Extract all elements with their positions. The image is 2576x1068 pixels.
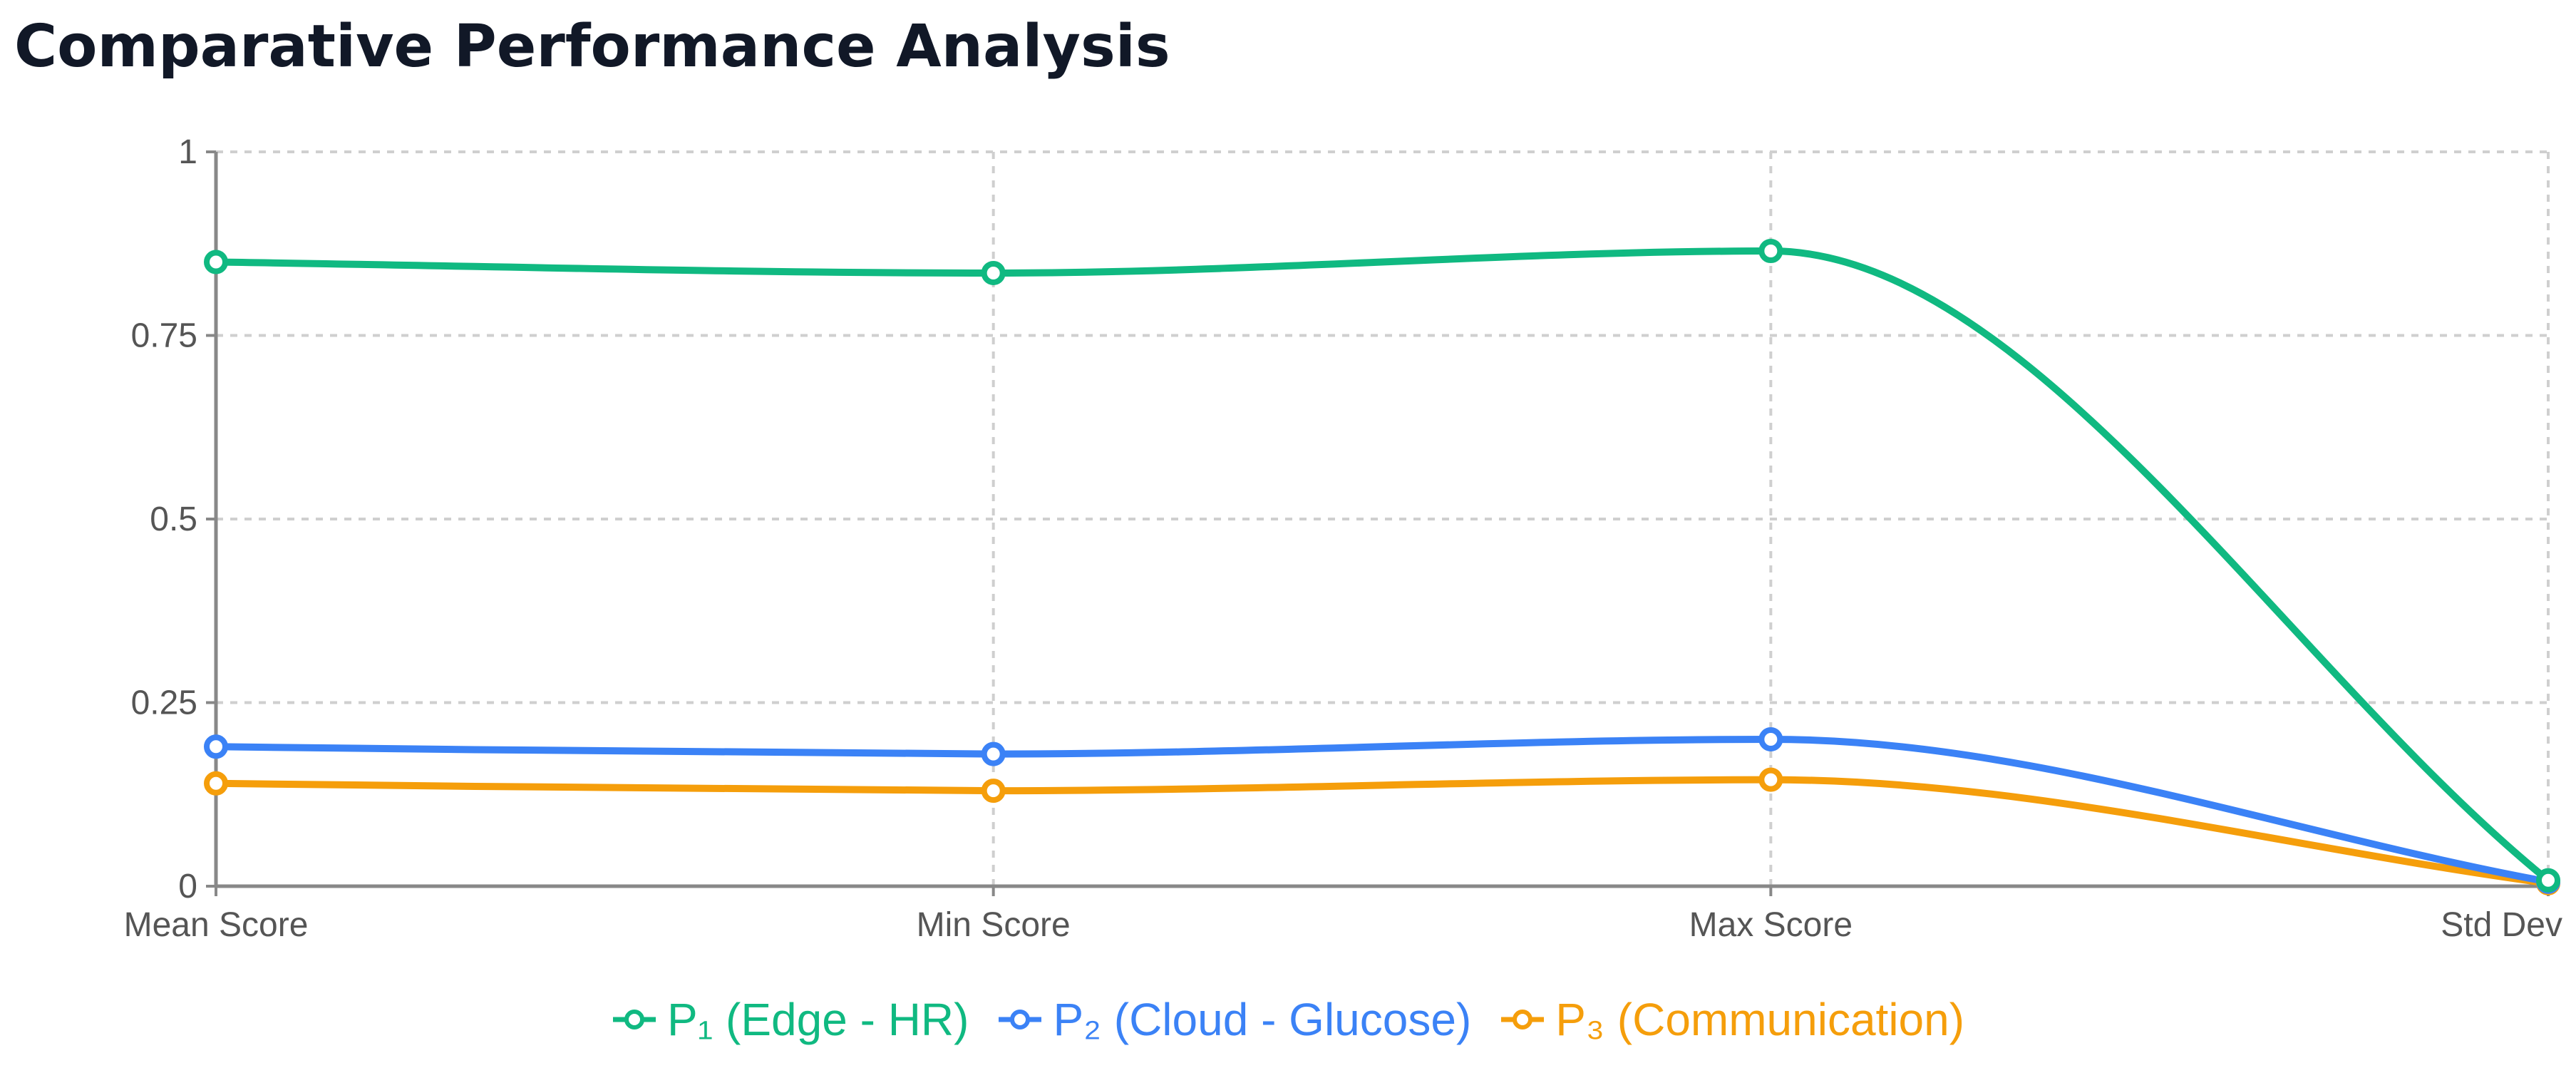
legend-line-marker-icon (612, 1010, 656, 1030)
y-tick-label: 0.25 (131, 684, 197, 722)
y-tick-label: 0.5 (150, 500, 197, 538)
x-tick-label: Std Dev (2441, 906, 2562, 944)
y-tick-label: 0 (178, 868, 197, 905)
data-point-p3[interactable] (204, 771, 228, 796)
series-line-p2 (212, 736, 2552, 885)
legend-item-p3[interactable]: P₃ (Communication) (1500, 991, 1964, 1048)
series-line-p3 (212, 776, 2552, 887)
x-tick-label: Max Score (1689, 906, 1853, 944)
data-point-p2[interactable] (204, 734, 228, 759)
data-point-p1[interactable] (204, 250, 228, 274)
data-point-p1[interactable] (1758, 239, 1783, 264)
chart-legend: P₁ (Edge - HR) P₂ (Cloud - Glucose) P₃ (Co… (0, 987, 2576, 1052)
data-point-p3[interactable] (1758, 767, 1783, 792)
chart-title: Comparative Performance Analysis (14, 13, 1170, 81)
x-tick-label: Mean Score (124, 906, 309, 944)
x-tick-label: Min Score (917, 906, 1071, 944)
series-lines (212, 247, 2552, 887)
legend-line-marker-icon (999, 1010, 1042, 1030)
legend-item-p1[interactable]: P₁ (Edge - HR) (612, 991, 969, 1048)
legend-item-p2[interactable]: P₂ (Cloud - Glucose) (997, 991, 1471, 1048)
legend-label: P₂ (Cloud - Glucose) (1053, 994, 1472, 1045)
y-tick-label: 1 (178, 133, 197, 171)
data-point-p2[interactable] (1758, 727, 1783, 751)
data-point-p2[interactable] (981, 741, 1006, 766)
legend-label: P₃ (Communication) (1555, 994, 1965, 1045)
series-line-p1 (212, 247, 2552, 884)
data-point-p1[interactable] (981, 260, 1006, 285)
data-point-p1[interactable] (2536, 868, 2560, 893)
legend-line-marker-icon (1501, 1010, 1545, 1030)
axes: 0 0.25 0.5 0.75 1 Mean Score Min Score Max Scor… (124, 133, 2562, 944)
data-point-p3[interactable] (981, 779, 1006, 803)
legend-label: P₁ (Edge - HR) (666, 994, 969, 1045)
series-points (204, 239, 2560, 895)
y-tick-label: 0.75 (131, 317, 197, 355)
